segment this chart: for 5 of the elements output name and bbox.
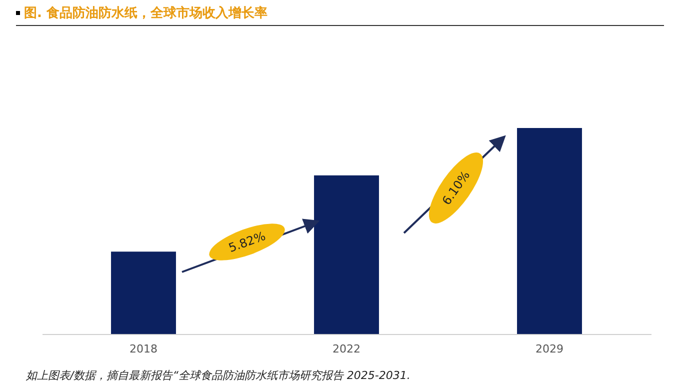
x-tick-label: 2022: [332, 342, 360, 356]
x-tick-label: 2018: [130, 342, 158, 356]
chart-title: 图. 食品防油防水纸，全球市场收入增长率: [24, 6, 268, 21]
text: 如上图表/数据，摘自最新报告“全球食品防油防水纸市场研究报告 2025-2031.: [26, 368, 410, 383]
x-tick-label: 2029: [536, 342, 564, 356]
